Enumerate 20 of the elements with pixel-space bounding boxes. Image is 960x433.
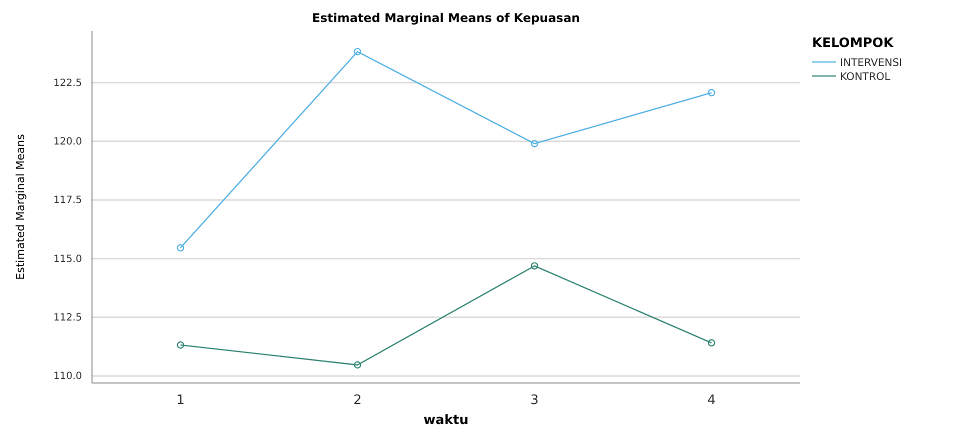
y-tick-label: 110.0 — [53, 371, 82, 382]
chart-title: Estimated Marginal Means of Kepuasan — [312, 11, 580, 25]
y-tick-label: 120.0 — [53, 136, 82, 148]
y-tick-label: 122.5 — [53, 78, 82, 89]
point — [530, 140, 538, 148]
x-tick-label: 1 — [176, 393, 185, 408]
y-tick-label: 112.5 — [53, 312, 82, 324]
legend-label: KONTROL — [840, 71, 890, 83]
point — [530, 262, 538, 270]
y-tick-label: 117.5 — [53, 195, 82, 206]
point — [354, 48, 362, 56]
x-tick-label: 2 — [353, 393, 362, 408]
point — [354, 361, 362, 369]
legend-title: KELOMPOK — [812, 36, 894, 51]
x-tick-label: 4 — [707, 393, 716, 408]
y-axis-title: Estimated Marginal Means — [14, 134, 27, 280]
legend-label: INTERVENSI — [840, 57, 902, 69]
y-tick-label: 115.0 — [53, 254, 82, 265]
x-axis-title: waktu — [424, 413, 468, 428]
x-tick-label: 3 — [530, 393, 539, 408]
